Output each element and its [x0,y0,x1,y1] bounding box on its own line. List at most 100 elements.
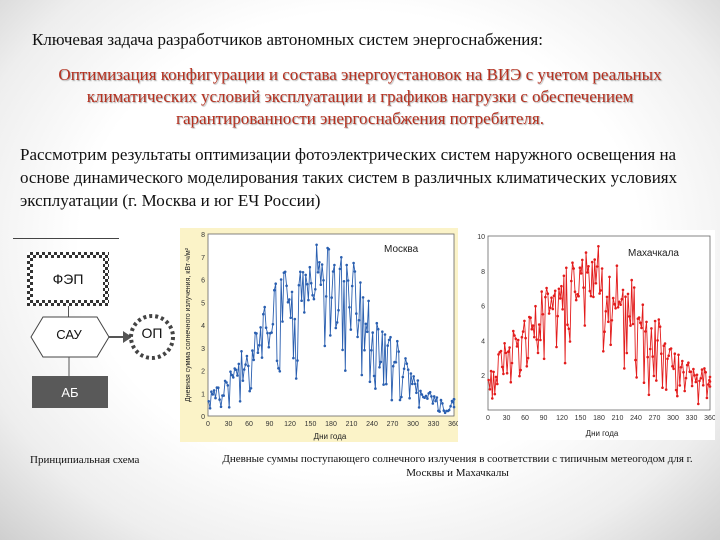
data-point [499,349,503,353]
data-point [671,365,674,368]
y-tick-label: 6 [201,278,205,285]
schema-top-line [13,238,119,239]
data-point [489,369,493,373]
makhachkala-y-ticks: 2 4 6 8 10 [477,234,485,380]
data-point [372,374,376,378]
data-point [669,347,673,350]
y-tick-label: 6 [481,304,485,311]
makhachkala-x-ticks: 0 30 60 90 120 150 180 210 240 270 300 330 360 [486,415,715,422]
data-point [416,379,420,382]
data-point [274,282,277,285]
data-point [267,345,271,349]
data-point [692,367,695,371]
data-point [694,380,698,384]
data-point [409,372,413,375]
x-tick-label: 300 [667,415,679,422]
data-point [592,295,595,299]
data-point [515,345,519,348]
data-point [579,272,583,275]
data-point [305,282,309,286]
data-point [618,300,621,304]
y-tick-label: 3 [201,346,205,353]
data-point [379,360,383,364]
x-tick-label: 270 [387,421,399,428]
data-point [512,329,515,333]
x-tick-label: 240 [366,421,378,428]
data-point [312,297,316,301]
data-point [360,373,364,377]
data-point [595,265,599,268]
data-point [447,408,451,412]
data-point [531,324,535,327]
data-point [682,370,685,374]
data-point [349,328,353,331]
data-point [225,381,228,384]
data-point [234,368,238,372]
data-point [609,343,612,347]
data-point [244,363,247,366]
data-point [341,348,344,352]
data-point [424,394,428,398]
data-point [308,265,312,269]
y-tick-label: 2 [201,369,205,376]
data-point [605,295,609,299]
data-point [533,335,536,339]
data-point [283,270,287,274]
data-point [260,356,264,359]
data-point [275,359,279,363]
data-point [316,271,320,274]
data-point [697,402,700,406]
moscow-series [207,243,456,415]
data-point [658,325,662,328]
data-point [689,370,693,373]
data-point [547,312,551,315]
data-point [678,384,682,387]
data-point [507,350,510,353]
y-tick-label: 2 [481,373,485,380]
data-point [525,365,529,368]
data-point [361,296,365,299]
data-point [359,281,362,284]
data-point [218,398,221,401]
x-tick-label: 330 [686,415,698,422]
data-point [571,261,574,264]
sau-label: САУ [56,327,82,342]
data-point [513,334,516,337]
data-point [557,287,561,291]
data-point [493,392,497,396]
x-tick-label: 120 [556,415,568,422]
data-point [217,386,220,389]
data-point [383,333,387,336]
data-point [530,327,534,331]
data-point [426,397,429,400]
data-point [621,288,625,292]
data-point [494,375,498,379]
data-point [435,396,439,399]
data-point [398,398,402,402]
data-point [615,264,619,267]
data-point [449,404,452,408]
x-tick-label: 330 [428,421,440,428]
x-tick-label: 300 [407,421,419,428]
data-point [519,368,522,372]
x-tick-label: 180 [593,415,605,422]
data-point [232,376,235,379]
data-point [597,245,600,248]
data-point [497,353,500,356]
data-point [258,343,261,347]
data-point [660,352,663,355]
data-point [488,388,492,391]
data-point [211,393,215,396]
data-point [629,324,632,327]
data-point [656,339,659,342]
data-point [441,402,444,405]
data-point [309,281,313,285]
data-point [289,316,292,320]
battery-block: АБ [32,376,108,408]
y-tick-label: 10 [477,234,485,241]
data-point [319,283,323,286]
data-point [503,342,506,345]
data-point [374,387,377,390]
data-point [420,393,424,396]
moscow-y-ticks: 0 1 2 3 4 5 6 7 8 [201,232,205,421]
